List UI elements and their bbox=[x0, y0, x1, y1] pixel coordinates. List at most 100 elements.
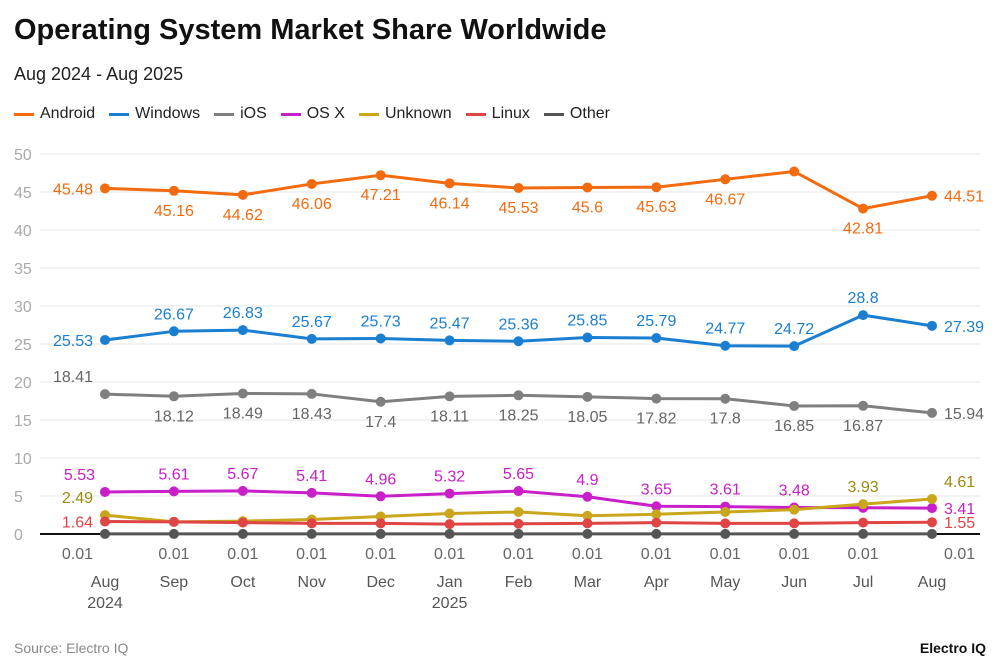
data-point bbox=[444, 391, 455, 402]
data-label: 25.79 bbox=[636, 313, 676, 330]
data-point bbox=[513, 486, 524, 497]
data-point bbox=[582, 391, 593, 402]
data-point bbox=[100, 334, 110, 345]
chart-subtitle: Aug 2024 - Aug 2025 bbox=[14, 64, 184, 84]
data-label: 25.73 bbox=[361, 313, 401, 330]
data-label: 0.01 bbox=[365, 546, 396, 563]
y-tick-label: 15 bbox=[14, 413, 32, 430]
x-tick-year: 2024 bbox=[87, 595, 123, 612]
data-point bbox=[651, 517, 662, 528]
data-point bbox=[651, 509, 662, 520]
data-label: 0.01 bbox=[158, 546, 189, 563]
legend-item[interactable]: Unknown bbox=[358, 105, 452, 123]
x-tick-label: Jun bbox=[781, 574, 807, 591]
data-point bbox=[720, 340, 731, 351]
x-tick-year: 2025 bbox=[432, 595, 468, 612]
x-tick-label: Nov bbox=[298, 574, 326, 591]
data-label: 16.87 bbox=[843, 418, 883, 435]
data-point bbox=[651, 332, 662, 343]
data-label: 45.48 bbox=[53, 181, 93, 198]
data-point bbox=[168, 185, 179, 196]
data-label: 2.49 bbox=[62, 490, 93, 507]
data-point bbox=[513, 182, 524, 193]
data-point bbox=[789, 528, 800, 539]
data-point bbox=[582, 510, 593, 521]
legend-item[interactable]: Windows bbox=[109, 105, 200, 123]
data-label: 44.62 bbox=[223, 207, 263, 224]
data-point bbox=[168, 516, 179, 527]
x-tick-label: Aug bbox=[918, 574, 946, 591]
data-point bbox=[375, 518, 386, 529]
data-label: 45.63 bbox=[636, 199, 676, 216]
data-label: 46.67 bbox=[705, 191, 745, 208]
data-label: 4.61 bbox=[944, 474, 975, 491]
data-point bbox=[237, 325, 248, 336]
legend-swatch bbox=[280, 112, 301, 116]
data-point bbox=[927, 407, 937, 418]
legend-item[interactable]: Linux bbox=[465, 105, 530, 123]
data-point bbox=[100, 389, 110, 400]
data-point bbox=[651, 528, 662, 539]
x-tick-label: Jul bbox=[853, 574, 873, 591]
data-point bbox=[927, 503, 937, 514]
data-point bbox=[100, 528, 110, 539]
y-tick-label: 0 bbox=[14, 527, 23, 544]
chart-title: Operating System Market Share Worldwide bbox=[14, 14, 607, 46]
x-tick-label: Sep bbox=[160, 574, 189, 591]
data-point bbox=[444, 519, 455, 530]
data-point bbox=[720, 528, 731, 539]
legend-item[interactable]: Android bbox=[14, 105, 95, 123]
data-label: 18.43 bbox=[292, 406, 332, 423]
legend-swatch bbox=[543, 112, 564, 116]
data-point bbox=[100, 486, 110, 497]
data-point bbox=[720, 518, 731, 529]
x-tick-label: Aug bbox=[91, 574, 119, 591]
data-point bbox=[306, 518, 317, 529]
data-label: 4.9 bbox=[576, 472, 598, 489]
data-point bbox=[100, 516, 110, 527]
data-point bbox=[513, 528, 524, 539]
data-label: 18.49 bbox=[223, 405, 263, 422]
data-label: 5.53 bbox=[64, 467, 95, 484]
data-point bbox=[789, 341, 800, 352]
data-label: 3.61 bbox=[710, 482, 741, 499]
data-label: 16.85 bbox=[774, 418, 814, 435]
data-label: 5.32 bbox=[434, 469, 465, 486]
data-label: 18.12 bbox=[154, 408, 194, 425]
data-label: 5.41 bbox=[296, 468, 327, 485]
legend-swatch bbox=[109, 112, 130, 116]
data-label: 0.01 bbox=[296, 546, 327, 563]
data-point bbox=[444, 528, 455, 539]
legend-label: OS X bbox=[306, 105, 345, 122]
data-label: 45.53 bbox=[498, 200, 538, 217]
data-label: 25.47 bbox=[430, 315, 470, 332]
y-tick-label: 45 bbox=[14, 185, 32, 202]
data-point bbox=[513, 336, 524, 347]
legend-swatch bbox=[214, 112, 235, 116]
data-point bbox=[444, 488, 455, 499]
data-label: 18.41 bbox=[53, 369, 93, 386]
data-point bbox=[582, 528, 593, 539]
legend-swatch bbox=[14, 112, 34, 116]
legend-item[interactable]: iOS bbox=[214, 105, 267, 123]
data-point bbox=[306, 487, 317, 498]
data-point bbox=[444, 508, 455, 519]
data-point bbox=[237, 485, 248, 496]
y-tick-label: 10 bbox=[14, 451, 32, 468]
data-point bbox=[513, 390, 524, 401]
data-point bbox=[927, 190, 937, 201]
legend-item[interactable]: OS X bbox=[280, 105, 345, 123]
data-label: 25.53 bbox=[53, 333, 93, 350]
x-tick-label: May bbox=[710, 574, 740, 591]
data-label: 0.01 bbox=[944, 546, 975, 563]
data-label: 24.77 bbox=[705, 321, 745, 338]
data-point bbox=[789, 518, 800, 529]
legend-item[interactable]: Other bbox=[543, 105, 610, 123]
data-point bbox=[582, 518, 593, 529]
legend-swatch bbox=[358, 112, 379, 116]
data-label: 5.65 bbox=[503, 466, 534, 483]
data-label: 17.4 bbox=[365, 414, 396, 431]
data-label: 5.61 bbox=[158, 466, 189, 483]
legend: Android Windows iOS OS X Unknown Linux Other bbox=[14, 105, 610, 123]
